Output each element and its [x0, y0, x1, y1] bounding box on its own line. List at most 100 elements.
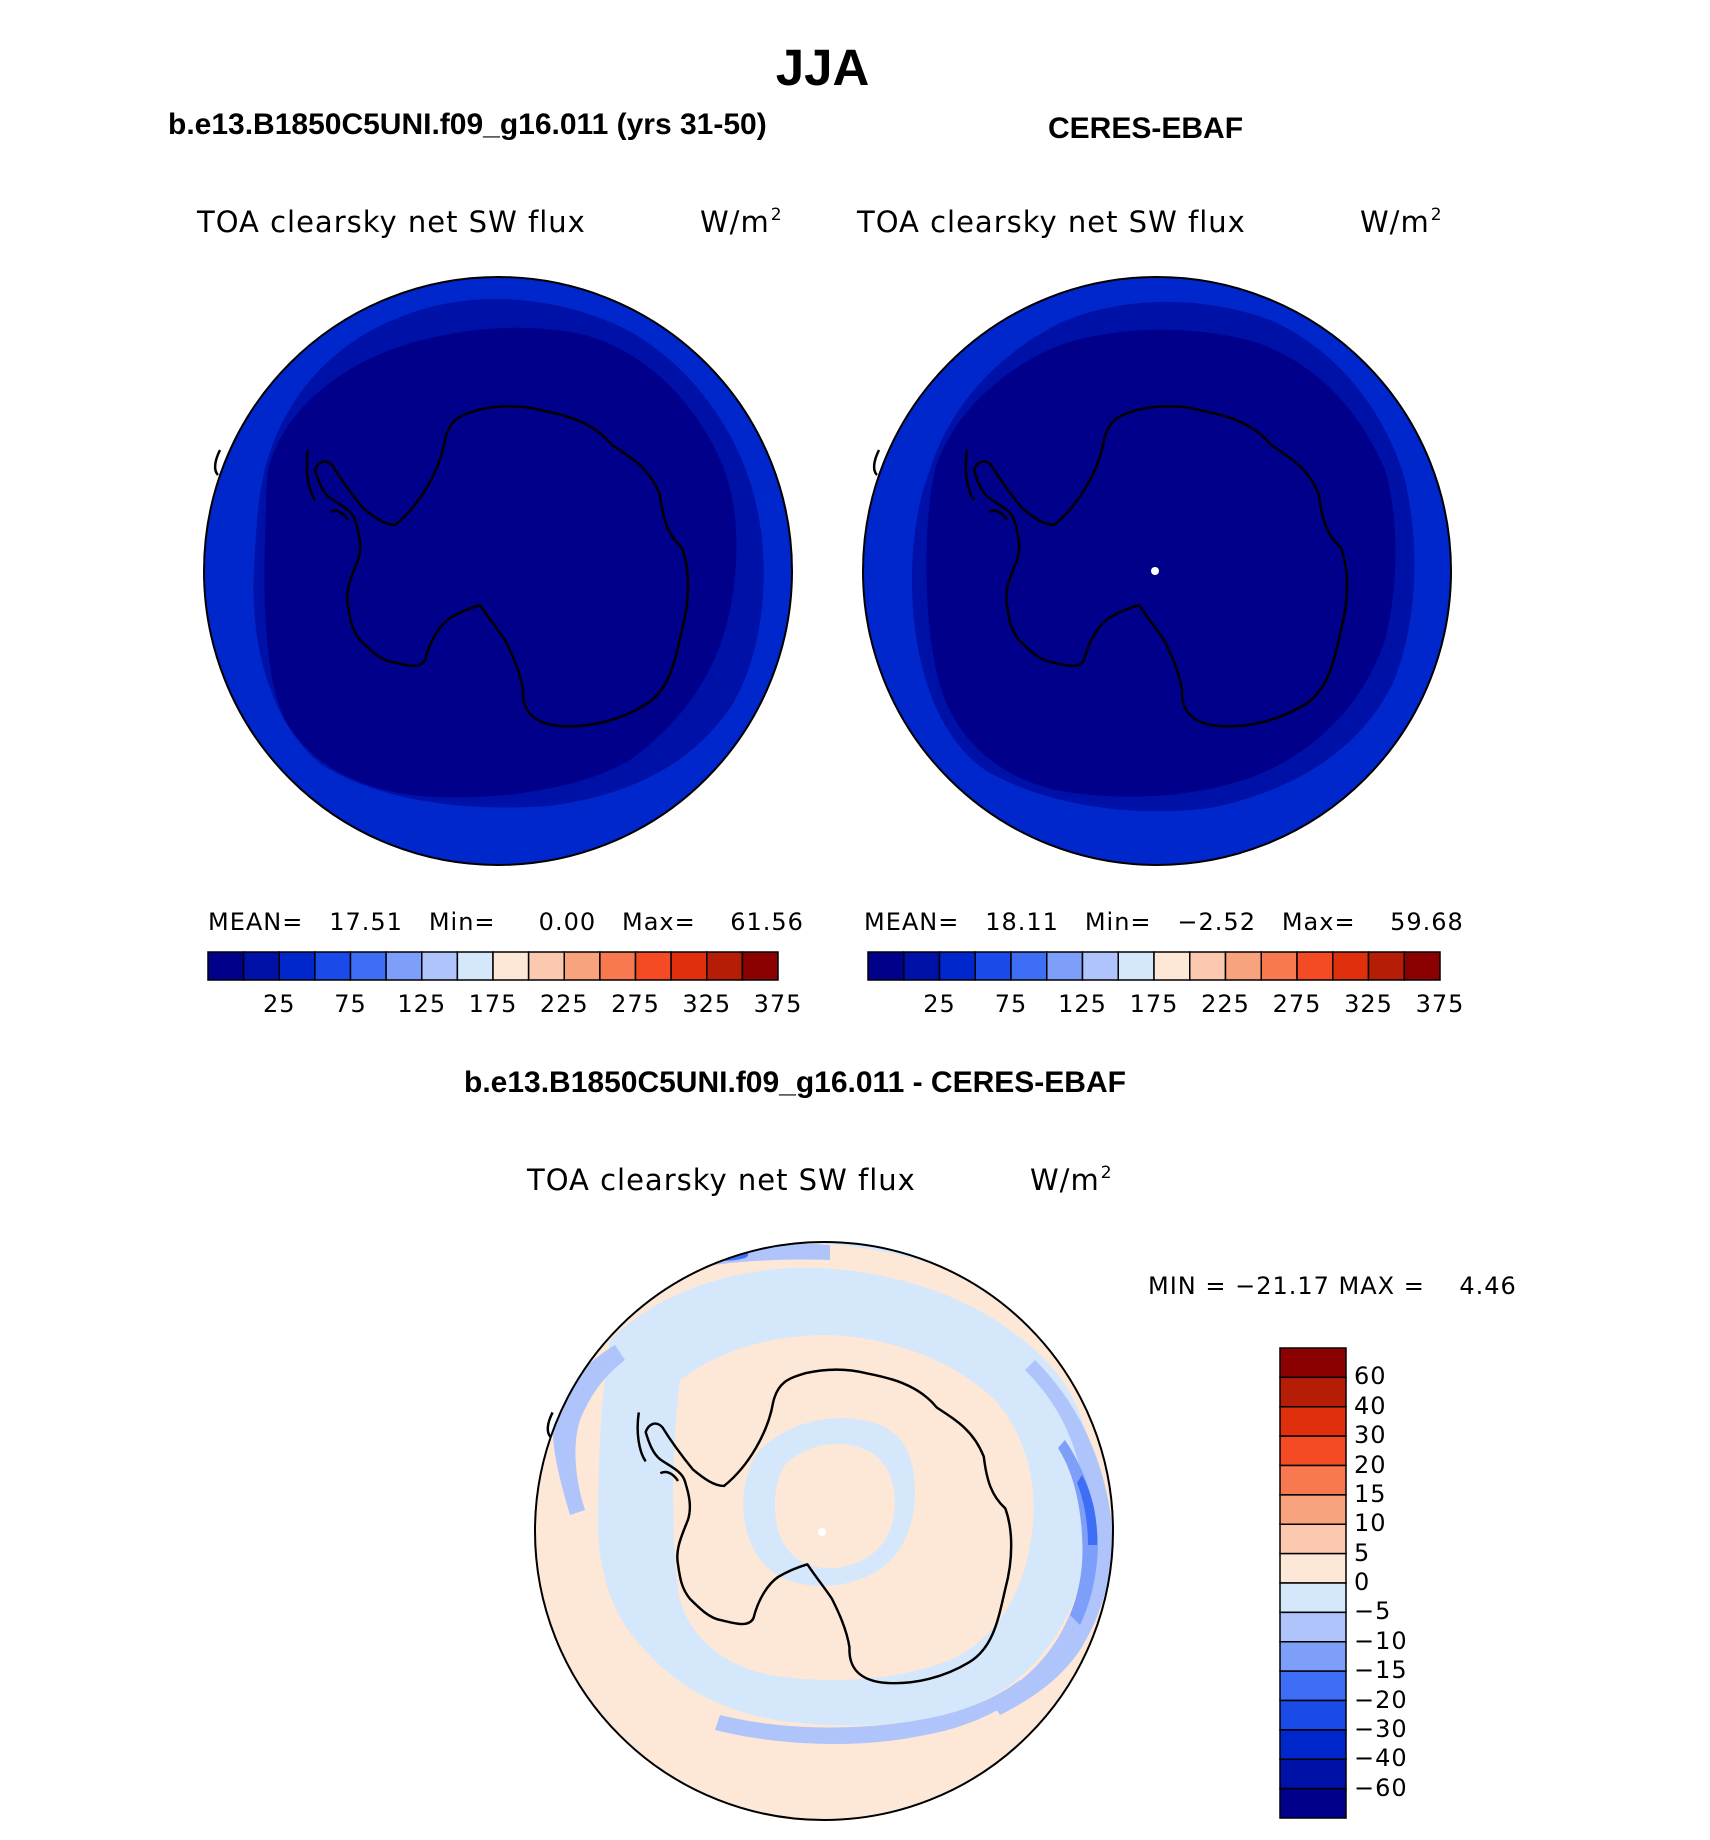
colorbar-swatch — [1279, 1435, 1347, 1467]
obs-antarctica-coastline — [872, 405, 1349, 728]
colorbar-swatch — [1279, 1523, 1347, 1555]
colorbar-swatch — [1279, 1787, 1347, 1819]
diff-stats: MIN = −21.17 MAX = 4.46 — [1148, 1272, 1517, 1300]
colorbar-swatch — [1117, 951, 1155, 981]
colorbar-swatch — [903, 951, 941, 981]
colorbar-swatch — [1279, 1699, 1347, 1731]
colorbar-swatch — [1189, 951, 1227, 981]
colorbar-tick-label: 25 — [262, 990, 296, 1018]
colorbar-tick-label: 225 — [539, 990, 589, 1018]
colorbar-swatch — [634, 951, 672, 981]
diff-east-strong — [1077, 1475, 1098, 1545]
colorbar-tick-label: 175 — [468, 990, 518, 1018]
colorbar-tick-label: 325 — [682, 990, 732, 1018]
colorbar-swatch — [1332, 951, 1370, 981]
obs-stats: MEAN= 18.11 Min= −2.52 Max= 59.68 — [864, 908, 1464, 936]
colorbar-swatch — [1279, 1376, 1347, 1408]
colorbar-swatch — [385, 951, 423, 981]
colorbar-swatch — [1279, 1729, 1347, 1760]
colorbar-tick-label: −30 — [1354, 1714, 1408, 1743]
colorbar-tick-label: 25 — [923, 990, 956, 1018]
diff-map-border — [534, 1241, 1114, 1821]
diff-antarctica-coastline — [546, 1368, 1013, 1685]
colorbar-tick-label: −15 — [1354, 1656, 1408, 1685]
colorbar-tick-label: 125 — [1058, 990, 1107, 1018]
colorbar-swatch — [938, 951, 976, 981]
colorbar-swatch — [1279, 1670, 1347, 1702]
colorbar-tick-label: 30 — [1354, 1421, 1387, 1450]
colorbar-tick-label: 375 — [1415, 990, 1465, 1018]
colorbar-swatch — [492, 951, 530, 981]
colorbar-swatch — [456, 951, 494, 981]
colorbar-tick-label: 375 — [753, 990, 803, 1018]
model-colorbar — [207, 951, 779, 981]
colorbar-swatch — [706, 951, 744, 981]
obs-core — [926, 329, 1396, 797]
figure-title: JJA — [775, 39, 870, 96]
colorbar-swatch — [207, 951, 245, 981]
colorbar-tick-label: −20 — [1354, 1685, 1408, 1714]
obs-map-border — [862, 276, 1452, 866]
colorbar-swatch — [974, 951, 1012, 981]
colorbar-tick-label: −10 — [1354, 1626, 1408, 1655]
diff-variable-label: TOA clearsky net SW flux — [527, 1163, 916, 1197]
colorbar-swatch — [1279, 1582, 1347, 1614]
colorbar-swatch — [278, 951, 316, 981]
colorbar-swatch — [741, 951, 779, 981]
colorbar-tick-label: 40 — [1354, 1391, 1387, 1420]
colorbar-tick-label: −40 — [1354, 1744, 1408, 1773]
obs-pole-marker — [1151, 567, 1159, 575]
colorbar-swatch — [1279, 1464, 1347, 1496]
colorbar-swatch — [1279, 1552, 1347, 1584]
colorbar-swatch — [314, 951, 352, 981]
colorbar-tick-label: 75 — [334, 990, 367, 1018]
obs-units-label: W/m2 — [1360, 205, 1443, 239]
colorbar-tick-label: 15 — [1354, 1479, 1387, 1508]
colorbar-tick-label: 275 — [611, 990, 660, 1018]
colorbar-tick-label: 225 — [1201, 990, 1250, 1018]
colorbar-tick-label: −5 — [1354, 1597, 1392, 1626]
colorbar-swatch — [599, 951, 637, 981]
colorbar-swatch — [1279, 1611, 1347, 1643]
diff-east-core — [1058, 1440, 1098, 1625]
colorbar-tick-label: 75 — [994, 990, 1028, 1018]
diff-polar-map — [535, 1242, 1113, 1820]
colorbar-swatch — [1260, 951, 1298, 981]
model-panel-title: b.e13.B1850C5UNI.f09_g16.011 (yrs 31-50) — [168, 108, 767, 141]
colorbar-tick-label: 20 — [1354, 1450, 1387, 1479]
colorbar-swatch — [1403, 951, 1441, 981]
model-map-border — [203, 276, 793, 866]
diff-inner-ring — [743, 1418, 915, 1587]
diff-pole-marker — [818, 1528, 826, 1536]
model-polar-map — [204, 277, 792, 865]
colorbar-swatch — [1046, 951, 1084, 981]
colorbar-tick-label: −60 — [1354, 1773, 1408, 1802]
diff-colorbar — [1279, 1347, 1347, 1819]
colorbar-swatch — [1367, 951, 1405, 981]
colorbar-swatch — [242, 951, 280, 981]
colorbar-swatch — [1279, 1641, 1347, 1672]
diff-units-label: W/m2 — [1030, 1163, 1113, 1197]
colorbar-tick-label: 125 — [397, 990, 447, 1018]
colorbar-swatch — [563, 951, 601, 981]
colorbar-swatch — [527, 951, 565, 981]
model-stats: MEAN= 17.51 Min= 0.00 Max= 61.56 — [208, 908, 804, 936]
diff-light-ring — [598, 1267, 1094, 1726]
colorbar-tick-label: 175 — [1129, 990, 1179, 1018]
colorbar-tick-label: 325 — [1344, 990, 1393, 1018]
diff-south-arc — [715, 1680, 1025, 1745]
diff-north-streak — [640, 1243, 830, 1280]
colorbar-swatch — [1279, 1406, 1347, 1437]
model-core — [264, 327, 737, 798]
colorbar-tick-label: 0 — [1354, 1568, 1371, 1596]
colorbar-swatch — [1153, 951, 1191, 981]
colorbar-swatch — [1010, 951, 1048, 981]
colorbar-tick-label: 10 — [1354, 1509, 1387, 1538]
colorbar-swatch — [1081, 951, 1119, 981]
colorbar-tick-label: 60 — [1354, 1362, 1387, 1391]
model-variable-label: TOA clearsky net SW flux — [197, 205, 586, 239]
diff-panel-title: b.e13.B1850C5UNI.f09_g16.011 - CERES-EBA… — [464, 1066, 1126, 1099]
colorbar-swatch — [867, 951, 905, 981]
colorbar-swatch — [349, 951, 387, 981]
